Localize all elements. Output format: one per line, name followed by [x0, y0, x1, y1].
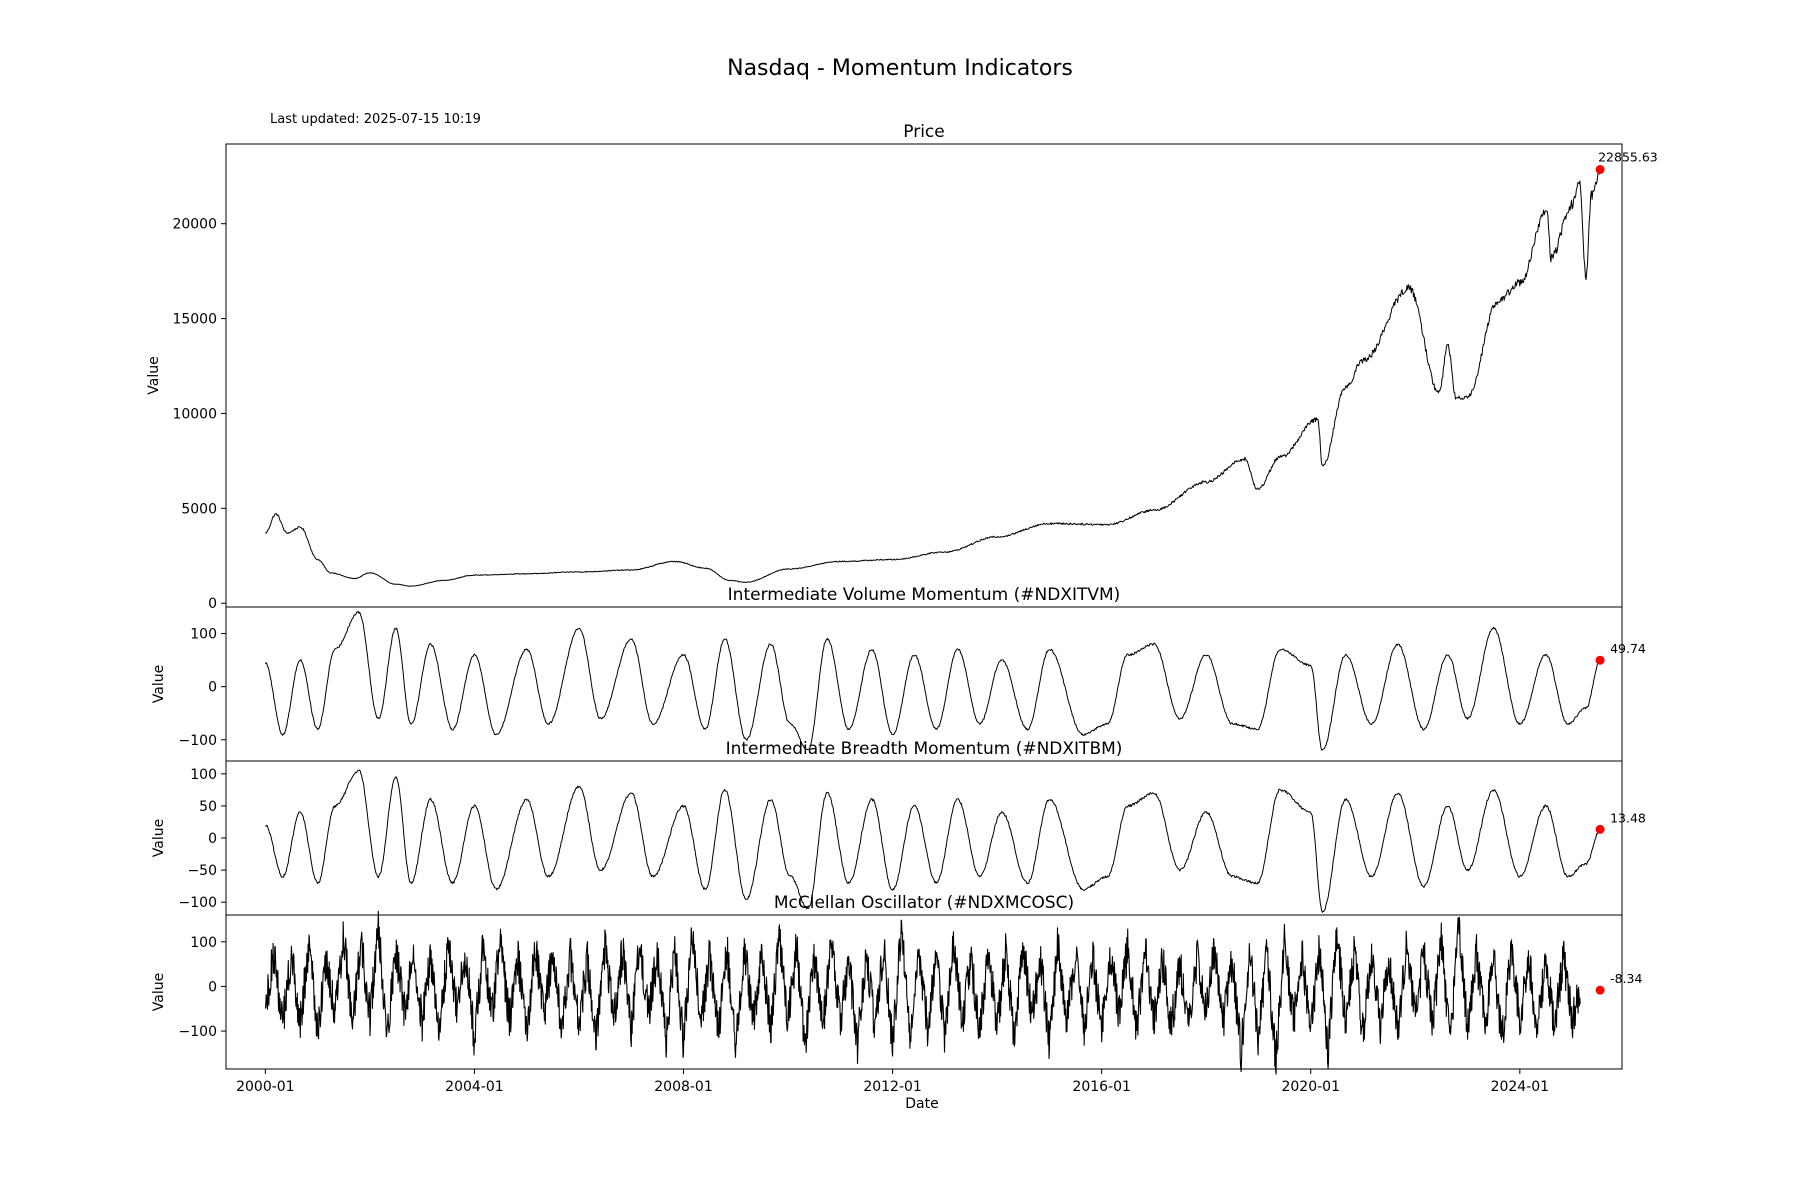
series-line	[265, 769, 1601, 913]
y-tick-label: 15000	[172, 312, 217, 328]
last-value-marker	[1595, 824, 1605, 834]
y-tick-label: 0	[208, 596, 217, 612]
panel-title: Intermediate Volume Momentum (#NDXITVM)	[728, 585, 1121, 605]
series-line	[264, 610, 1601, 751]
last-value-label: 22855.63	[1598, 150, 1658, 165]
y-tick-label: 100	[190, 935, 217, 951]
last-value-label: -8.34	[1610, 971, 1642, 986]
y-tick-label: 100	[190, 627, 217, 643]
last-value-marker	[1595, 655, 1605, 665]
y-tick-label: −100	[179, 1024, 217, 1040]
x-tick-label: 2000-01	[236, 1079, 295, 1095]
y-axis-label: Value	[151, 665, 167, 703]
y-tick-label: 5000	[181, 501, 217, 517]
x-tick-label: 2008-01	[654, 1079, 713, 1095]
x-tick-label: 2024-01	[1491, 1079, 1550, 1095]
last-value-label: 49.74	[1610, 641, 1646, 656]
panel-price: Price Value 0 5000 10000 15000 20000 22855.63	[146, 122, 1658, 612]
y-tick-label: −50	[187, 863, 217, 879]
y-tick-label: 0	[208, 680, 217, 696]
x-axis-label: Date	[905, 1096, 938, 1112]
last-value-marker	[1595, 165, 1605, 175]
x-tick-label: 2012-01	[863, 1079, 922, 1095]
y-axis-label: Value	[151, 973, 167, 1011]
figure-title: Nasdaq - Momentum Indicators	[727, 56, 1073, 81]
y-tick-label: 20000	[172, 217, 217, 233]
panel-ndxitbm: Intermediate Breadth Momentum (#NDXITBM)…	[151, 739, 1646, 916]
axes-frame	[225, 914, 1623, 1070]
x-tick-label: 2020-01	[1281, 1079, 1340, 1095]
last-value-marker	[1595, 985, 1605, 995]
panel-ndxitvm: Intermediate Volume Momentum (#NDXITVM) V…	[151, 585, 1646, 762]
last-updated-note: Last updated: 2025-07-15 10:19	[270, 112, 481, 127]
last-value-label: 13.48	[1610, 810, 1646, 825]
x-tick-label: 2004-01	[445, 1079, 504, 1095]
axes-frame	[225, 143, 1623, 608]
y-tick-label: 50	[199, 799, 217, 815]
y-axis-label: Value	[151, 819, 167, 857]
panel-title: Intermediate Breadth Momentum (#NDXITBM)	[726, 739, 1123, 759]
panel-title: Price	[903, 122, 944, 142]
y-tick-label: 100	[190, 767, 217, 783]
y-axis-label: Value	[146, 356, 162, 394]
panel-title: McClellan Oscillator (#NDXMCOSC)	[774, 893, 1074, 913]
y-tick-label: −100	[179, 895, 217, 911]
y-tick-label: −100	[179, 733, 217, 749]
y-tick-label: 0	[208, 831, 217, 847]
panel-ndxmcosc: McClellan Oscillator (#NDXMCOSC) Value −10…	[151, 893, 1642, 1095]
series-line	[265, 167, 1601, 587]
y-tick-label: 0	[208, 979, 217, 995]
y-tick-label: 10000	[172, 406, 217, 422]
x-tick-label: 2016-01	[1072, 1079, 1131, 1095]
subplot-panels: PriceValue0500010000150002000022855.63In…	[146, 122, 1658, 1095]
series-line	[264, 910, 1581, 1075]
